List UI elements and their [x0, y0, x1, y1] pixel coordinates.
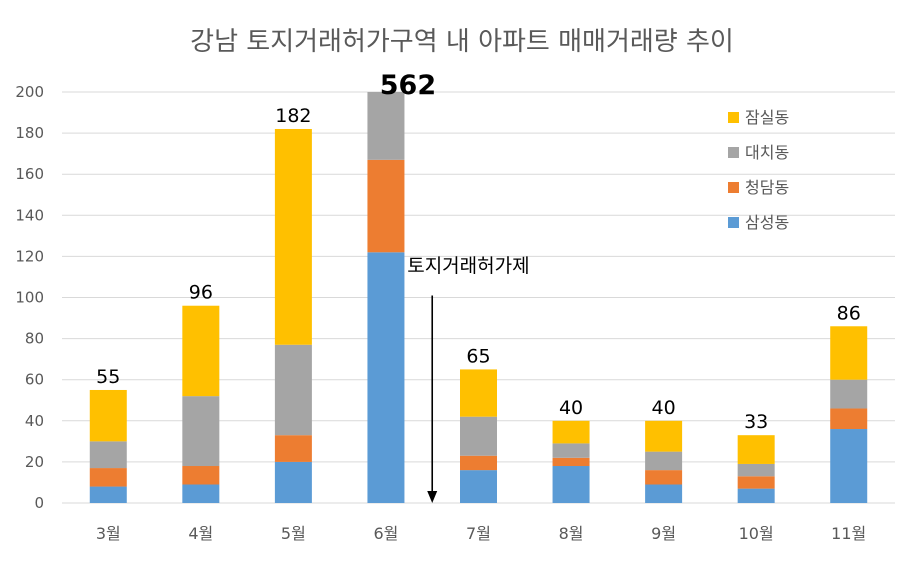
bar-segment [367, 92, 405, 160]
bar-segment [552, 457, 590, 467]
bar-segment [89, 441, 127, 469]
legend-swatch [728, 182, 739, 193]
x-tick-label: 6월 [373, 524, 398, 543]
bar-segment [182, 396, 220, 467]
bar-segment [460, 455, 497, 471]
bar-segment [552, 466, 590, 503]
bar-segment [274, 128, 312, 345]
data-label-total: 562 [380, 70, 436, 101]
bar-segment [182, 484, 220, 503]
bar-segment [830, 429, 868, 503]
bar-segment [552, 420, 590, 444]
legend-label: 잠실동 [745, 108, 789, 127]
bar-segment [645, 484, 683, 503]
bar-segment [274, 461, 312, 503]
bar-segment [737, 476, 775, 489]
y-tick-label: 120 [15, 247, 44, 265]
total-labels: 55 96 182 562 65 40 40 33 86 [96, 70, 861, 433]
data-label-total: 65 [466, 345, 490, 367]
annotation-arrow-head [427, 491, 438, 503]
bar-segment [182, 305, 220, 397]
bar-segment [367, 252, 405, 503]
bar-segment [737, 435, 775, 464]
y-tick-label: 160 [15, 165, 44, 183]
bar-segment [830, 408, 868, 430]
x-tick-label: 5월 [281, 524, 306, 543]
data-label-total: 33 [744, 411, 768, 433]
legend-swatch [728, 112, 739, 123]
bar-segment [737, 488, 775, 503]
x-tick-label: 10월 [739, 524, 774, 543]
x-tick-label: 9월 [651, 524, 676, 543]
y-tick-label: 200 [15, 83, 44, 101]
bar-segment [367, 159, 405, 253]
data-label-total: 55 [96, 366, 120, 388]
y-tick-label: 60 [25, 371, 44, 389]
bar-segment [460, 470, 497, 503]
legend-label: 삼성동 [745, 213, 789, 232]
legend-swatch [728, 147, 739, 158]
legend-label: 청담동 [745, 178, 789, 197]
bars [89, 92, 868, 503]
data-label-total: 182 [275, 105, 311, 127]
y-tick-label: 180 [15, 124, 44, 142]
bar-segment [460, 416, 497, 456]
bar-segment [737, 463, 775, 477]
y-tick-label: 20 [25, 453, 44, 471]
bar-segment [552, 443, 590, 458]
annotation: 토지거래허가제 [407, 255, 530, 503]
data-label-total: 86 [837, 302, 861, 324]
y-tick-label: 40 [25, 412, 44, 430]
x-tick-label: 3월 [96, 524, 121, 543]
x-tick-label: 8월 [559, 524, 584, 543]
x-tick-label: 4월 [188, 524, 213, 543]
bar-segment [89, 468, 127, 487]
bar-segment [89, 486, 127, 503]
bar-segment [460, 369, 497, 417]
x-tick-label: 7월 [466, 524, 491, 543]
y-axis: 0 20 40 60 80 100 120 140 160 180 200 [15, 83, 44, 512]
y-tick-label: 0 [34, 494, 44, 512]
annotation-label: 토지거래허가제 [407, 255, 529, 277]
data-label-total: 40 [652, 397, 676, 419]
y-tick-label: 140 [15, 206, 44, 224]
legend-swatch [728, 217, 739, 228]
legend-label: 대치동 [745, 143, 789, 162]
x-tick-label: 11월 [831, 524, 866, 543]
bar-segment [274, 344, 312, 436]
bar-segment [645, 451, 683, 471]
bar-segment [89, 389, 127, 442]
bar-segment [645, 420, 683, 452]
bar-segment [830, 379, 868, 409]
x-axis: 3월 4월 5월 6월 7월 8월 9월 10월 11월 [96, 524, 866, 543]
data-label-total: 96 [189, 282, 213, 304]
y-tick-label: 100 [15, 289, 44, 307]
bar-segment [830, 326, 868, 380]
chart-title: 강남 토지거래허가구역 내 아파트 매매거래량 추이 [190, 27, 734, 57]
bar-segment [645, 470, 683, 485]
y-tick-label: 80 [25, 330, 44, 348]
bar-segment [182, 466, 220, 485]
bar-segment [274, 435, 312, 462]
data-label-total: 40 [559, 397, 583, 419]
